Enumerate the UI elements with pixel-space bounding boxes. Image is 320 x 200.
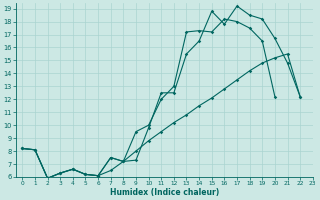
X-axis label: Humidex (Indice chaleur): Humidex (Indice chaleur) [110, 188, 219, 197]
